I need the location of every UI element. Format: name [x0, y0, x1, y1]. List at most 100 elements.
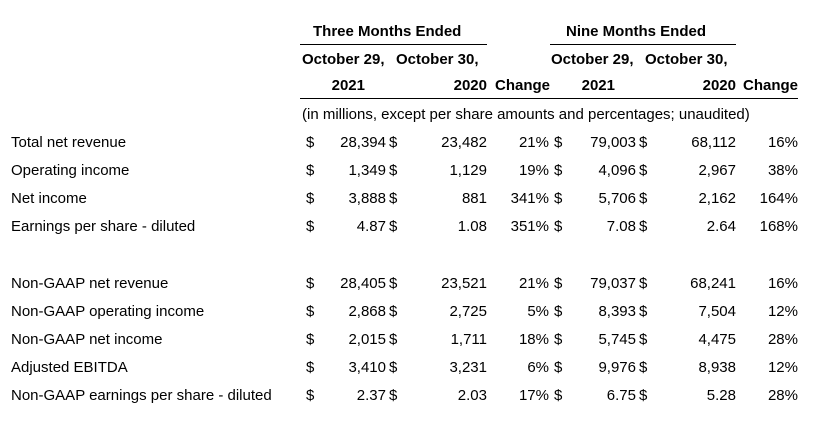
n-2021-value: 5,745	[598, 331, 636, 348]
header-bottom-rule	[300, 98, 798, 99]
row-label: Non-GAAP operating income	[11, 303, 205, 320]
n-2021-year-header: 2021	[581, 77, 615, 94]
row-label: Adjusted EBITDA	[11, 359, 128, 376]
q-2021-value: 28,394	[340, 134, 386, 151]
currency-symbol: $	[639, 190, 648, 207]
q-2021-value: 2.37	[356, 387, 386, 404]
n-2021-value: 9,976	[598, 359, 636, 376]
n-change-value: 168%	[759, 218, 798, 235]
currency-symbol: $	[306, 303, 315, 320]
currency-symbol: $	[639, 303, 648, 320]
q-2021-date-header: October 29,	[302, 51, 385, 68]
n-change-value: 28%	[767, 387, 798, 404]
row-label: Net income	[11, 190, 87, 207]
n-2020-value: 2,967	[698, 162, 736, 179]
three-months-header: Three Months Ended	[313, 23, 462, 40]
currency-symbol: $	[306, 275, 315, 292]
currency-symbol: $	[639, 359, 648, 376]
currency-symbol: $	[306, 190, 315, 207]
n-2021-value: 4,096	[598, 162, 636, 179]
currency-symbol: $	[554, 303, 563, 320]
currency-symbol: $	[389, 331, 398, 348]
currency-symbol: $	[389, 303, 398, 320]
q-change-value: 21%	[518, 275, 549, 292]
n-change-value: 38%	[767, 162, 798, 179]
n-change-value: 16%	[767, 275, 798, 292]
row-label: Non-GAAP earnings per share - diluted	[11, 387, 272, 404]
q-2021-value: 2,015	[348, 331, 386, 348]
currency-symbol: $	[554, 387, 563, 404]
q-change-value: 17%	[518, 387, 549, 404]
n-2020-value: 8,938	[698, 359, 736, 376]
q-change-value: 18%	[518, 331, 549, 348]
q-2020-value: 2,725	[449, 303, 487, 320]
currency-symbol: $	[639, 218, 648, 235]
n-2021-value: 7.08	[606, 218, 636, 235]
currency-symbol: $	[389, 134, 398, 151]
currency-symbol: $	[389, 190, 398, 207]
q-2020-value: 1,129	[449, 162, 487, 179]
currency-symbol: $	[389, 359, 398, 376]
n-2020-value: 5.28	[706, 387, 736, 404]
currency-symbol: $	[639, 275, 648, 292]
n-2021-value: 79,037	[590, 275, 636, 292]
currency-symbol: $	[554, 331, 563, 348]
nine-months-header: Nine Months Ended	[566, 23, 706, 40]
n-change-value: 16%	[767, 134, 798, 151]
currency-symbol: $	[554, 162, 563, 179]
row-label: Earnings per share - diluted	[11, 218, 196, 235]
q-2020-value: 1,711	[450, 331, 487, 348]
n-2020-value: 68,241	[690, 275, 736, 292]
units-note: (in millions, except per share amounts a…	[302, 106, 750, 123]
currency-symbol: $	[306, 218, 315, 235]
q-2021-value: 1,349	[348, 162, 386, 179]
n-2020-value: 68,112	[691, 134, 736, 151]
currency-symbol: $	[306, 162, 315, 179]
currency-symbol: $	[639, 331, 648, 348]
q-2021-year-header: 2021	[331, 77, 365, 94]
n-change-value: 12%	[767, 303, 798, 320]
n-2021-date-header: October 29,	[551, 51, 634, 68]
currency-symbol: $	[554, 218, 563, 235]
q-2020-value: 23,521	[441, 275, 487, 292]
q-change-value: 6%	[527, 359, 549, 376]
q-2020-year-header: 2020	[453, 77, 487, 94]
n-change-value: 28%	[767, 331, 798, 348]
currency-symbol: $	[639, 387, 648, 404]
q-2021-value: 2,868	[348, 303, 386, 320]
currency-symbol: $	[639, 134, 648, 151]
n-2021-value: 79,003	[590, 134, 636, 151]
q-2020-date-header: October 30,	[396, 51, 479, 68]
n-2020-date-header: October 30,	[645, 51, 728, 68]
q-2021-value: 3,410	[348, 359, 386, 376]
n-2021-value: 5,706	[598, 190, 636, 207]
currency-symbol: $	[554, 275, 563, 292]
n-2021-value: 6.75	[606, 387, 636, 404]
q-2020-value: 23,482	[441, 134, 487, 151]
currency-symbol: $	[389, 387, 398, 404]
n-2020-value: 2.64	[706, 218, 736, 235]
n-2020-value: 2,162	[698, 190, 736, 207]
currency-symbol: $	[389, 218, 398, 235]
n-change-header: Change	[742, 77, 798, 94]
q-change-value: 341%	[510, 190, 549, 207]
currency-symbol: $	[554, 190, 563, 207]
q-change-value: 19%	[518, 162, 549, 179]
q-2020-value: 881	[461, 190, 487, 207]
row-label: Operating income	[11, 162, 130, 179]
currency-symbol: $	[306, 134, 315, 151]
currency-symbol: $	[639, 162, 648, 179]
q-2020-value: 1.08	[457, 218, 487, 235]
three-months-rule	[300, 44, 487, 45]
n-2020-value: 4,475	[698, 331, 736, 348]
currency-symbol: $	[306, 359, 315, 376]
nine-months-rule	[550, 44, 736, 45]
q-change-header: Change	[494, 77, 550, 94]
q-2020-value: 3,231	[449, 359, 487, 376]
q-2021-value: 3,888	[348, 190, 386, 207]
row-label: Non-GAAP net revenue	[11, 275, 169, 292]
currency-symbol: $	[389, 162, 398, 179]
q-2020-value: 2.03	[457, 387, 487, 404]
n-change-value: 12%	[767, 359, 798, 376]
q-change-value: 21%	[518, 134, 549, 151]
